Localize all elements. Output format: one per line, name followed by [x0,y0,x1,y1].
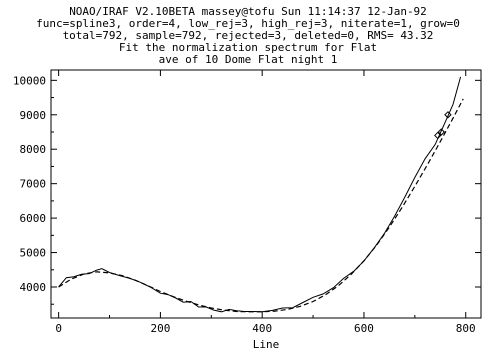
y-axis: 4000 5000 6000 7000 8000 9000 10000 [13,74,481,305]
x-tick-label: 600 [354,322,374,335]
y-tick-label: 10000 [13,74,46,87]
x-tick-label: 800 [456,322,476,335]
rejected-markers [434,111,452,140]
series-layer [58,76,464,313]
plot-frame [50,69,482,319]
rejected-point-marker [434,131,442,140]
y-tick-label: 6000 [20,212,47,225]
rejected-point-marker [444,111,452,119]
x-axis-label: Line [253,338,280,351]
y-tick-label: 4000 [20,281,47,294]
x-tick-label: 400 [252,322,272,335]
x-tick-label: 200 [150,322,170,335]
x-tick-label: 0 [55,322,62,335]
chart-title: Fit the normalization spectrum for Flat [119,41,377,54]
y-tick-label: 5000 [20,247,47,260]
header-line-2: func=spline3, order=4, low_rej=3, high_r… [36,17,460,30]
rejected-point-marker [437,128,446,136]
chart-subtitle: ave of 10 Dome Flat night 1 [159,53,338,66]
header-line-1: NOAO/IRAF V2.10BETA massey@tofu Sun 11:1… [69,5,427,18]
y-tick-label: 9000 [20,109,47,122]
y-tick-label: 8000 [20,143,47,156]
fit-curve [58,98,464,313]
x-axis: 0 200 400 600 800 [55,70,476,335]
y-tick-label: 7000 [20,178,47,191]
plot-header: NOAO/IRAF V2.10BETA massey@tofu Sun 11:1… [36,5,460,66]
data-curve [58,76,462,313]
header-line-3: total=792, sample=792, rejected=3, delet… [63,29,434,42]
